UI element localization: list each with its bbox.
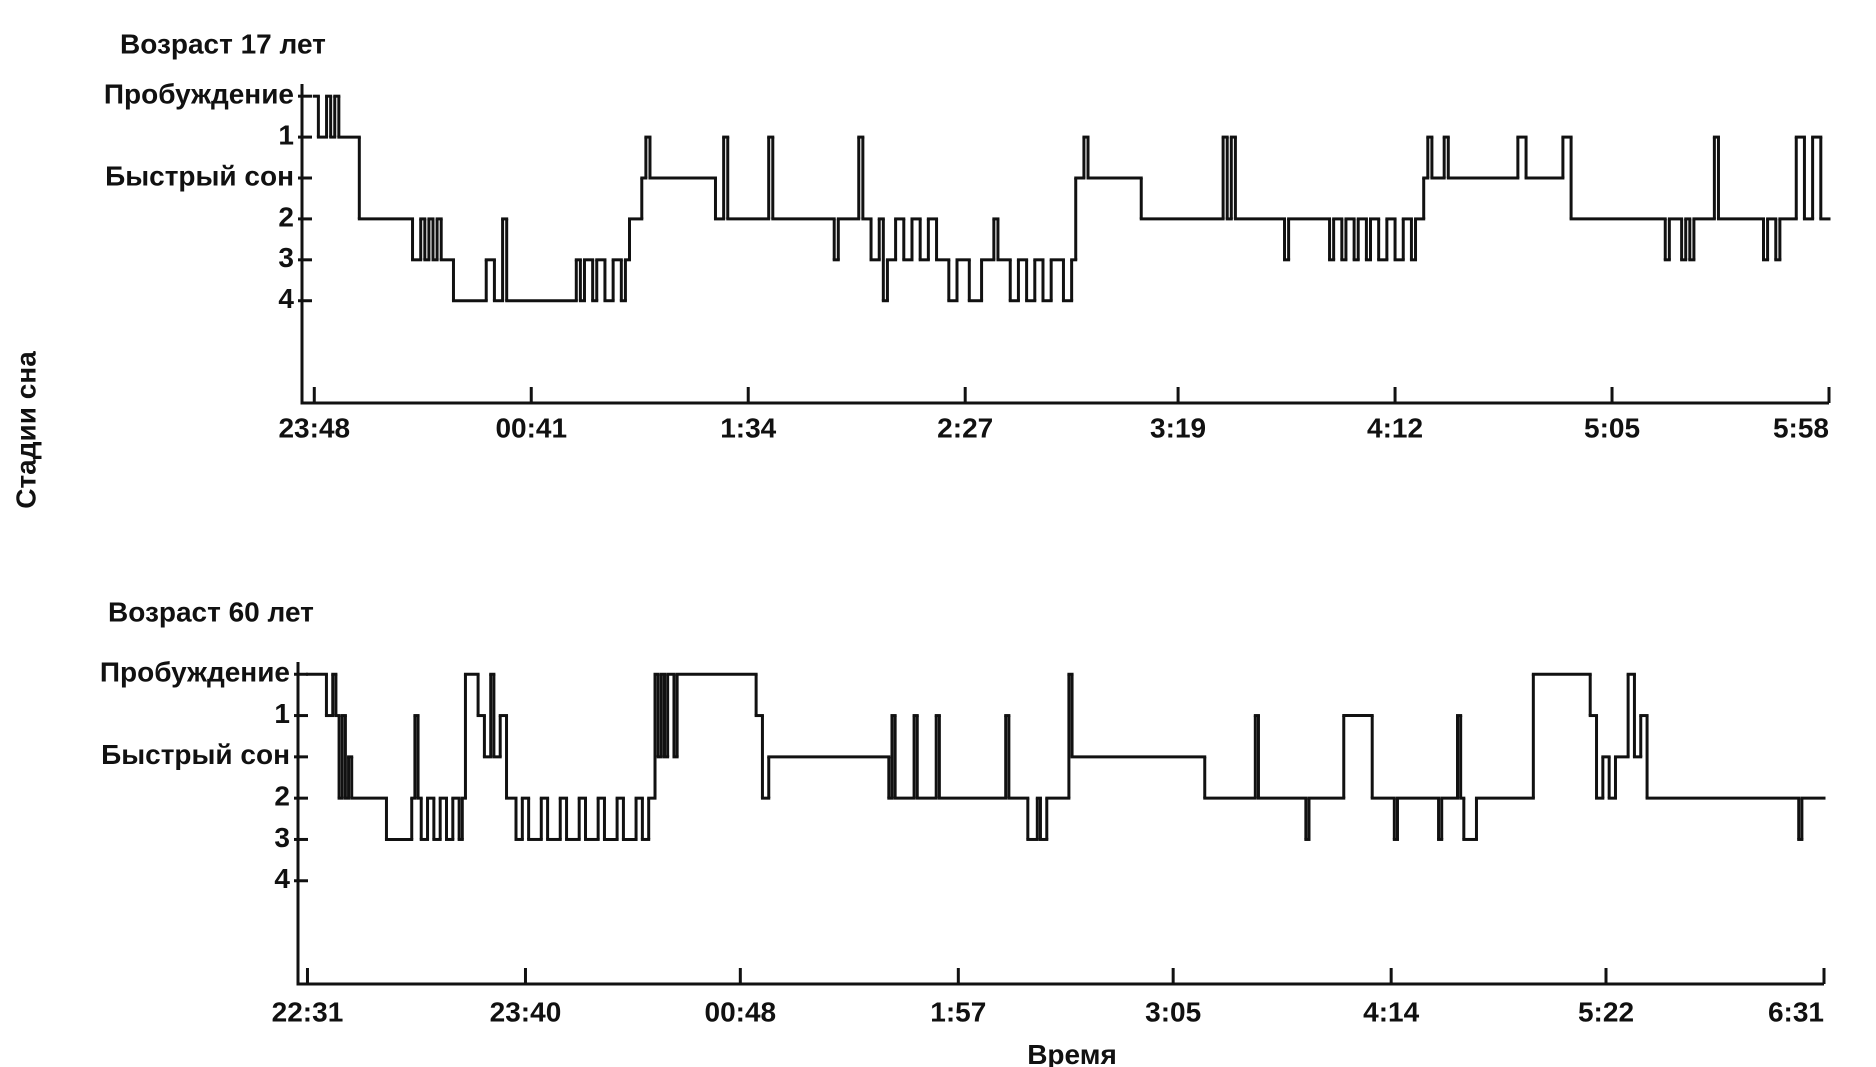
x-tick-label: 2:27: [937, 412, 993, 443]
x-tick-label: 4:12: [1367, 412, 1423, 443]
y-tick-label: 2: [274, 781, 290, 812]
y-tick-label: 4: [274, 863, 290, 894]
y-tick-label: Быстрый сон: [105, 160, 294, 191]
x-tick-label: 5:05: [1584, 412, 1640, 443]
x-tick-label: 3:05: [1145, 996, 1201, 1027]
axis-line: [300, 84, 1829, 405]
axis-line: [296, 662, 1824, 986]
y-tick-label: 2: [278, 201, 294, 232]
x-tick-label: 4:14: [1363, 996, 1419, 1027]
x-tick-label: 3:19: [1150, 412, 1206, 443]
y-tick-label: 3: [278, 242, 294, 273]
y-axis-label: Стадии сна: [10, 351, 41, 509]
x-tick-label: 00:41: [495, 412, 567, 443]
x-tick-label: 6:31: [1768, 996, 1824, 1027]
y-tick-label: 4: [278, 283, 294, 314]
x-axis-label: Время: [1027, 1039, 1117, 1067]
x-tick-label: 23:48: [278, 412, 350, 443]
panel-title: Возраст 17 лет: [120, 28, 326, 59]
y-tick-label: Пробуждение: [100, 657, 290, 688]
x-tick-label: 22:31: [272, 996, 344, 1027]
y-tick-label: 1: [274, 698, 290, 729]
x-tick-label: 00:48: [705, 996, 777, 1027]
x-tick-label: 1:57: [930, 996, 986, 1027]
panel-title: Возраст 60 лет: [108, 596, 314, 627]
x-tick-label: 5:58: [1773, 412, 1829, 443]
x-tick-label: 23:40: [490, 996, 562, 1027]
y-tick-label: Быстрый сон: [101, 739, 290, 770]
x-tick-label: 1:34: [720, 412, 776, 443]
y-tick-label: 3: [274, 822, 290, 853]
y-tick-label: Пробуждение: [104, 79, 294, 110]
x-tick-label: 5:22: [1578, 996, 1634, 1027]
y-tick-label: 1: [278, 119, 294, 150]
